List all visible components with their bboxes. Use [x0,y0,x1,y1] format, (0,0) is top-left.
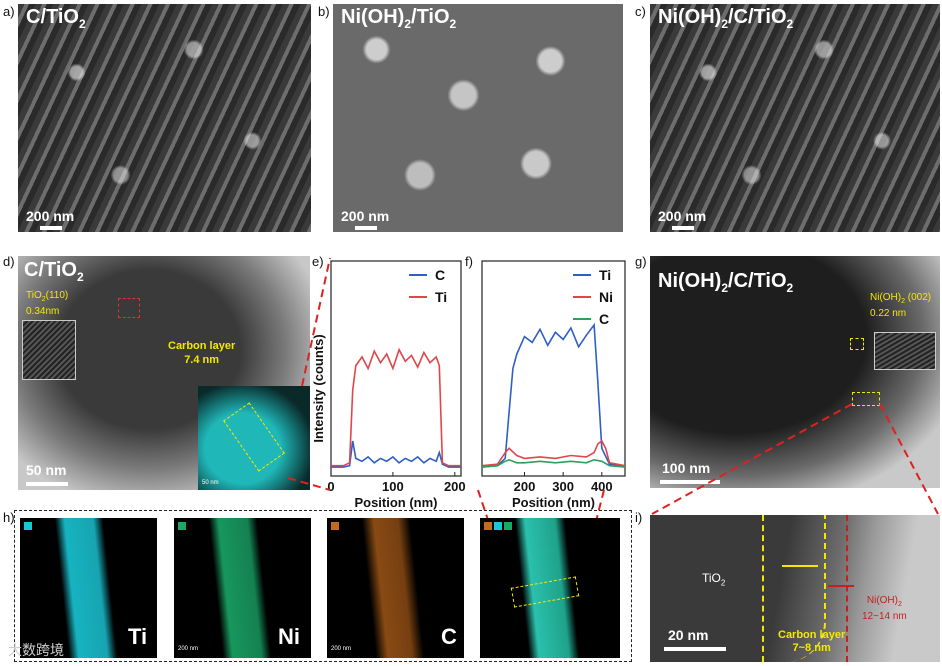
panel-g-hrtem-inset [874,332,936,370]
chart-e-xtick-label-100: 100 [382,479,404,494]
panel-i-scale-bar [664,647,726,651]
chart-e-legend-c: C [435,267,445,283]
panel-g-zoom-region-box [852,392,880,406]
panel-d-hrtem-inset [22,320,76,380]
panel-i-hrtem-image: TiO2 Ni(OH)2 12~14 nm Carbon layer 7~8 nm … [650,515,940,662]
panel-b-scale-bar [355,226,377,230]
panel-a-title: C/TiO2 [26,6,86,31]
chart-e-legend-ti: Ti [435,289,447,305]
eds-map-ti-signal [54,518,118,658]
panel-b-label: b) [318,4,330,19]
panel-i-carbon-layer-bounds [762,515,826,662]
panel-b-sem-image: Ni(OH)2/TiO2 200 nm [333,4,623,232]
panel-b-title: Ni(OH)2/TiO2 [341,6,457,31]
panel-d-tem-image: C/TiO2 TiO2(110) 0.34nm Carbon layer 7.4 n… [18,256,310,490]
panel-i-ni-arrow [828,585,854,587]
chart-f-series-c [481,458,626,468]
panel-i-carbon-arrow [782,565,818,567]
chart-f-xlabel: Position (nm) [512,495,595,510]
eds-map-c: 200 nm C [327,518,464,658]
eds-map-c-label: C [441,624,457,649]
chart-f-series-ni [481,439,626,467]
panel-g-tem-image: Ni(OH)2/C/TiO2 Ni(OH)2 (002) 0.22 nm 100 … [650,256,940,488]
eds-map-ni-signal [208,518,272,658]
eds-map-ni: 200 nm Ni [174,518,311,658]
panel-d-label: d) [3,254,15,269]
chart-f-legend-ni: Ni [599,289,613,305]
chart-f-xtick-label-300: 300 [552,479,574,494]
eds-map-overlay-swatch-c [484,522,492,530]
watermark: 大数跨境 [8,642,64,658]
panel-c-scale-label: 200 nm [658,208,707,224]
panel-i-ni-layer-bound [846,515,850,662]
panel-g-scale-bar [660,480,720,484]
panel-h-frame [14,510,632,662]
chart-e-series-ti [331,347,461,467]
chart-e-xtick-label-200: 200 [444,479,466,494]
panel-c-label: c) [635,4,646,19]
panel-d-inset-label: TiO2(110) 0.34nm [26,290,69,317]
panel-d-title: C/TiO2 [24,259,84,284]
panel-a-scale-bar [40,226,62,230]
chart-f-xtick-label-400: 400 [591,479,613,494]
panel-d-carbon-label: Carbon layer 7.4 nm [168,340,236,366]
panel-i-tio2-label: TiO2 [702,571,726,588]
panel-d-map-scale-label: 50 nm [202,480,219,486]
panel-g-label: g) [635,254,647,269]
panel-i-label: i) [635,510,643,525]
chart-f-series-ti [481,322,626,468]
eds-map-c-signal [361,518,425,658]
eds-map-overlay-swatch-ti [494,522,502,530]
panel-a-scale-label: 200 nm [26,208,75,224]
panel-d-linescan-box [223,402,285,472]
panel-i-ni-label: Ni(OH)2 12~14 nm [862,595,907,622]
chart-e-frame [330,260,462,477]
panel-h-label: h) [3,510,15,525]
eds-map-overlay [480,518,620,658]
panel-c-title: Ni(OH)2/C/TiO2 [658,6,794,31]
eds-map-overlay-swatch-ni [504,522,512,530]
panel-f-label: f) [465,254,473,269]
panel-g-inset-region-box [850,338,864,350]
panel-d-scale-label: 50 nm [26,462,67,478]
panel-c-scale-bar [672,226,694,230]
chart-e-series-c [331,440,461,468]
eds-map-ti-label: Ti [128,624,148,649]
chart-e-xtick-label-0: 0 [327,479,334,494]
chart-f-legend-ti: Ti [599,267,611,283]
panel-a-sem-image: C/TiO2 200 nm [18,4,311,232]
panel-g-title: Ni(OH)2/C/TiO2 [658,270,794,295]
chart-f-legend-c: C [599,311,609,327]
panel-g-inset-label: Ni(OH)2 (002) 0.22 nm [870,292,932,319]
panel-d-inset-region-box [118,298,140,318]
eds-map-ni-scale-label: 200 nm [178,646,199,652]
panel-i-carbon-label: Carbon layer 7~8 nm [778,629,846,654]
panel-g-scale-label: 100 nm [662,460,711,476]
chart-e-ylabel: Intensity (counts) [311,334,326,442]
chart-f-xtick-label-200: 200 [514,479,536,494]
panel-i-scale-label: 20 nm [668,627,709,643]
eds-map-ni-legend-swatch [178,522,186,530]
eds-map-ni-label: Ni [278,624,300,649]
chart-f-frame [481,260,626,477]
chart-e-xlabel: Position (nm) [354,495,437,510]
eds-map-c-legend-swatch [331,522,339,530]
eds-map-ti: Ti [20,518,157,658]
eds-map-c-scale-label: 200 nm [331,646,352,652]
panel-b-scale-label: 200 nm [341,208,390,224]
panel-d-scale-bar [26,482,68,486]
eds-map-ti-legend-swatch [24,522,32,530]
panel-a-label: a) [3,4,15,19]
panel-d-eds-map-inset: 50 nm [198,386,310,490]
panel-c-sem-image: Ni(OH)2/C/TiO2 200 nm [650,4,940,232]
